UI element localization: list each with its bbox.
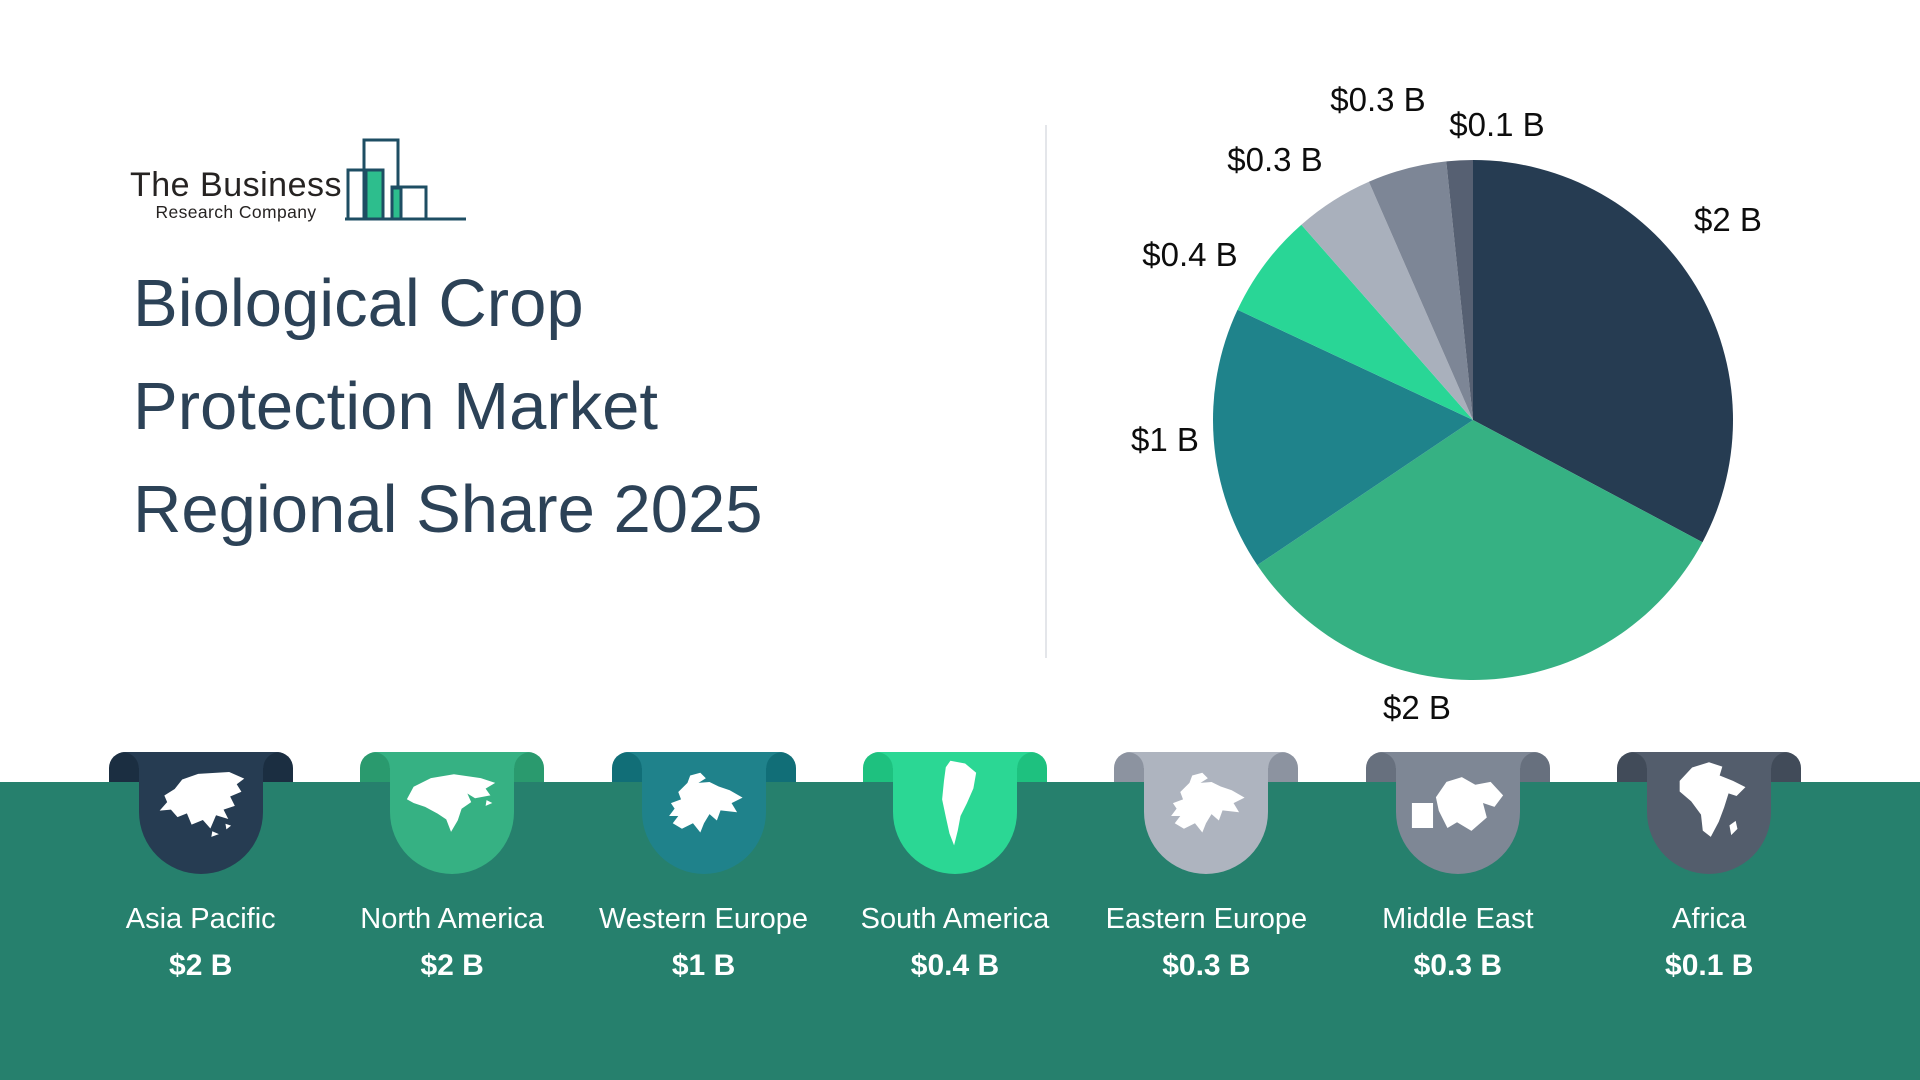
region-value: $2 B [169, 949, 233, 982]
ribbon-panel [1379, 752, 1536, 874]
pie-slice-north-america [1257, 420, 1703, 680]
pie-slice-label: $0.3 B [1227, 141, 1323, 178]
pie-slice-label: $2 B [1694, 201, 1762, 238]
region-ribbon [108, 752, 293, 874]
region-name: Asia Pacific [125, 903, 276, 935]
asia-pacific-map-icon [139, 752, 263, 856]
europe-map-icon [642, 752, 766, 856]
middle-east-map-icon [1396, 752, 1520, 856]
ribbon-panel [374, 752, 531, 874]
region-ribbon [1365, 752, 1550, 874]
region-value: $1 B [671, 949, 736, 982]
region-ribbon [360, 752, 545, 874]
company-logo: The Business Research Company [130, 138, 467, 222]
region-ribbon [1617, 752, 1802, 874]
page-title-line: Protection Market [133, 369, 659, 444]
region-name: South America [860, 903, 1050, 935]
region-card-africa: Africa $0.1 B [1584, 752, 1835, 983]
region-name: North America [360, 903, 544, 935]
region-card-middle-east: Middle East $0.3 B [1332, 752, 1583, 983]
region-card-south-america: South America $0.4 B [829, 752, 1080, 983]
pie-slice-eastern-europe [1301, 181, 1473, 420]
company-name: The Business [130, 166, 342, 204]
pie-slice-label: $0.3 B [1330, 81, 1426, 118]
company-logo-text: The Business Research Company [130, 167, 342, 222]
region-name: Western Europe [599, 903, 809, 935]
pie-slice-middle-east [1368, 161, 1473, 420]
vertical-divider [1045, 125, 1047, 658]
pie-slice-label: $0.4 B [1142, 236, 1238, 273]
region-name: Middle East [1382, 903, 1534, 935]
ribbon-panel [1631, 752, 1788, 874]
south-america-map-icon [893, 752, 1017, 856]
region-card-asia-pacific: Asia Pacific $2 B [75, 752, 326, 983]
region-name: Eastern Europe [1105, 903, 1308, 935]
ribbon-panel [876, 752, 1033, 874]
ribbon-panel [625, 752, 782, 874]
ribbon-panel [1128, 752, 1285, 874]
region-name: Africa [1672, 903, 1747, 935]
region-ribbon [611, 752, 796, 874]
page-title-line: Biological Crop [133, 266, 584, 341]
pie-slice-western-europe [1213, 309, 1473, 566]
pie-slice-asia-pacific [1473, 160, 1733, 543]
page-title-line: Regional Share 2025 [133, 472, 763, 547]
region-card-western-europe: Western Europe $1 B [578, 752, 829, 983]
north-america-map-icon [390, 752, 514, 856]
africa-map-icon [1647, 752, 1771, 856]
region-value: $0.1 B [1665, 949, 1754, 982]
region-ribbon [1114, 752, 1299, 874]
page-title: Biological Crop Protection Market Region… [133, 252, 833, 561]
europe-map-icon [1144, 752, 1268, 856]
company-subname: Research Company [155, 202, 317, 222]
pie-slice-africa [1446, 160, 1473, 420]
pie-chart [1203, 150, 1743, 690]
region-card-eastern-europe: Eastern Europe $0.3 B [1081, 752, 1332, 983]
region-value: $2 B [420, 949, 484, 982]
region-value: $0.3 B [1413, 949, 1503, 982]
regions-row: Asia Pacific $2 B North America $2 B Wes… [75, 752, 1835, 983]
ribbon-panel [122, 752, 279, 874]
region-value: $0.4 B [910, 949, 1000, 982]
region-card-north-america: North America $2 B [326, 752, 577, 983]
region-value: $0.3 B [1162, 949, 1251, 982]
pie-slice-south-america [1237, 224, 1473, 420]
pie-slice-label: $0.1 B [1449, 106, 1545, 143]
bar-chart-logo-icon [345, 138, 466, 221]
pie-slice-label: $2 B [1383, 689, 1451, 726]
region-ribbon [862, 752, 1047, 874]
pie-slice-label: $1 B [1131, 421, 1199, 458]
pie-chart-svg [1213, 160, 1733, 680]
